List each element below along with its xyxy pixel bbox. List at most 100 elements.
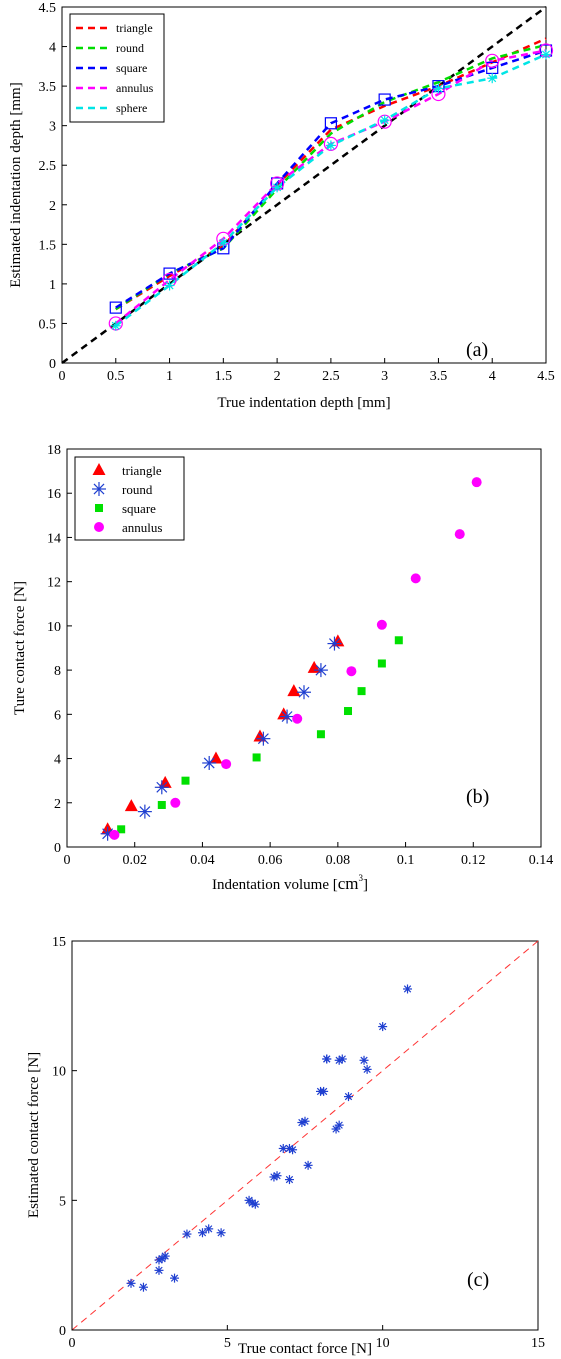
- panel-b-y-tick-label: 18: [47, 443, 61, 458]
- panel-a-reference-line-group: [61, 5, 547, 365]
- panel-c-point: [216, 1228, 226, 1238]
- panel-c-point: [334, 1055, 344, 1065]
- panel-a-x-tick-label: 1: [166, 369, 173, 384]
- panel-b-point-round: [256, 731, 271, 746]
- panel-c-point: [160, 1251, 170, 1261]
- panel-b-point-annulus: [346, 666, 357, 677]
- panel-b-point-round: [154, 780, 169, 795]
- panel-a-y-tick-label: 1.5: [39, 238, 57, 253]
- panel-b-y-tick-label: 14: [47, 531, 61, 546]
- panel-b-point-annulus: [376, 619, 387, 630]
- panel-b-legend-box: [74, 456, 185, 541]
- panel-c-reference-line-group: [71, 940, 539, 1331]
- panel-b-x-tick-label: 0.1: [397, 853, 415, 868]
- panel-b-x-tick-label: 0.04: [190, 853, 215, 868]
- panel-b-point-triangle: [307, 660, 321, 673]
- panel-a-x-tick-label: 0: [59, 369, 66, 384]
- panel-a-x-tick-label: 1.5: [215, 369, 233, 384]
- panel-a-star-marker: [272, 182, 283, 193]
- panel-a-star-marker: [541, 49, 551, 60]
- panel-a-series-square: [115, 49, 547, 309]
- panel-c-point: [154, 1255, 164, 1265]
- panel-c-y-tick-label: 5: [59, 1194, 66, 1209]
- panel-c-x-tick-label: 15: [531, 1336, 545, 1351]
- panel-b-point-square: [316, 730, 325, 739]
- panel-a-y-axis-label: Estimated indentation depth [mm]: [8, 82, 24, 287]
- panel-a-star-marker: [110, 320, 121, 331]
- panel-b-x-axis-label-unit: cm: [338, 874, 359, 893]
- panel-c-x-ticks: 0 5 10 15: [69, 1325, 545, 1351]
- panel-c-point: [138, 1282, 148, 1292]
- panel-b-point-square: [117, 825, 126, 834]
- panel-a-legend-label: square: [116, 61, 147, 75]
- panel-a-legend-label: sphere: [116, 101, 147, 115]
- panel-b-point-annulus: [292, 713, 303, 724]
- panel-b-y-tick-label: 4: [54, 753, 61, 768]
- panel-a-y-tick-label: 0: [49, 357, 56, 372]
- panel-a-legend-box: [69, 13, 165, 123]
- panel-b-point-triangle: [124, 799, 138, 812]
- panel-b-legend-marker: [95, 504, 103, 512]
- panel-b-legend-label: round: [122, 482, 153, 497]
- panel-b-scatter-chart: 0 0.02 0.04 0.06 0.08 0.1 0.12 0.14 0 2 4 6 8 10 12 14…: [12, 443, 553, 893]
- panel-b-x-tick-label: 0.02: [122, 853, 147, 868]
- panel-c-x-tick-label: 0: [69, 1336, 76, 1351]
- panel-b-y-tick-label: 16: [47, 487, 61, 502]
- panel-b-point-annulus: [454, 529, 465, 540]
- panel-b-y-tick-label: 6: [54, 708, 61, 723]
- panel-b-legend-marker: [92, 463, 106, 475]
- panel-b-point-round: [202, 755, 217, 770]
- panel-a-square-marker: [163, 267, 176, 280]
- panel-b-point-round: [313, 663, 328, 678]
- panel-a-y-tick-label: 1: [49, 278, 56, 293]
- panel-c-point: [343, 1092, 353, 1102]
- panel-c-point: [154, 1265, 164, 1275]
- panel-b-legend: triangle round square annulus: [74, 456, 185, 541]
- panel-c-point: [284, 1143, 294, 1153]
- panel-c-point: [403, 984, 413, 994]
- panel-b-point-round: [280, 709, 295, 724]
- panel-a-star-marker: [164, 280, 175, 291]
- panel-b-point-triangle: [209, 751, 223, 764]
- panel-c-y-tick-label: 15: [52, 935, 66, 950]
- panel-a-x-axis-label: True indentation depth [mm]: [217, 395, 390, 411]
- panel-a-series-round: [115, 43, 547, 311]
- panel-a-x-tick-label: 4: [489, 369, 496, 384]
- panel-b-legend-marker: [94, 522, 104, 532]
- panel-b-point-square: [252, 753, 261, 762]
- panel-c-point: [362, 1064, 372, 1074]
- panel-b-point-triangle: [287, 684, 301, 697]
- panel-a-star-marker: [218, 237, 229, 248]
- panel-c-point: [359, 1055, 369, 1065]
- panel-c-tag: (c): [467, 1269, 489, 1291]
- panel-a-x-tick-label: 2: [274, 369, 281, 384]
- panel-a-identity-line: [61, 5, 547, 365]
- panel-a-y-tick-label: 2.5: [39, 159, 57, 174]
- panel-b-point-annulus: [410, 573, 421, 584]
- panel-c-x-tick-label: 10: [376, 1336, 390, 1351]
- panel-b-y-tick-label: 2: [54, 797, 61, 812]
- panel-b-y-tick-label: 10: [47, 620, 61, 635]
- panel-b-point-round: [137, 804, 152, 819]
- panel-c-point: [303, 1160, 313, 1170]
- panel-a-circle-marker: [485, 53, 500, 68]
- panel-a-star-marker: [325, 140, 336, 151]
- panel-b-point-square: [394, 636, 403, 645]
- panel-a-legend: triangle round square annulus sphere: [69, 13, 165, 123]
- panel-a-x-tick-label: 0.5: [107, 369, 125, 384]
- panel-b-x-ticks: 0 0.02 0.04 0.06 0.08 0.1 0.12 0.14: [64, 842, 553, 868]
- panel-a-y-tick-label: 0.5: [39, 317, 57, 332]
- panel-c-y-tick-label: 0: [59, 1324, 66, 1339]
- panel-a-y-tick-label: 2: [49, 199, 56, 214]
- panel-c-point: [250, 1199, 260, 1209]
- panel-a-y-tick-label: 3.5: [39, 80, 57, 95]
- panel-b-plot-frame: [66, 448, 542, 848]
- panel-c-point: [284, 1175, 294, 1185]
- panel-b-x-tick-label: 0.08: [326, 853, 351, 868]
- panel-b-point-annulus: [471, 477, 482, 488]
- panel-c-identity-line: [71, 940, 539, 1331]
- panel-b-y-tick-label: 0: [54, 841, 61, 856]
- panel-b-x-tick-label: 0.12: [461, 853, 486, 868]
- panel-b-x-axis-label: Indentation volume [cm3]: [212, 873, 368, 893]
